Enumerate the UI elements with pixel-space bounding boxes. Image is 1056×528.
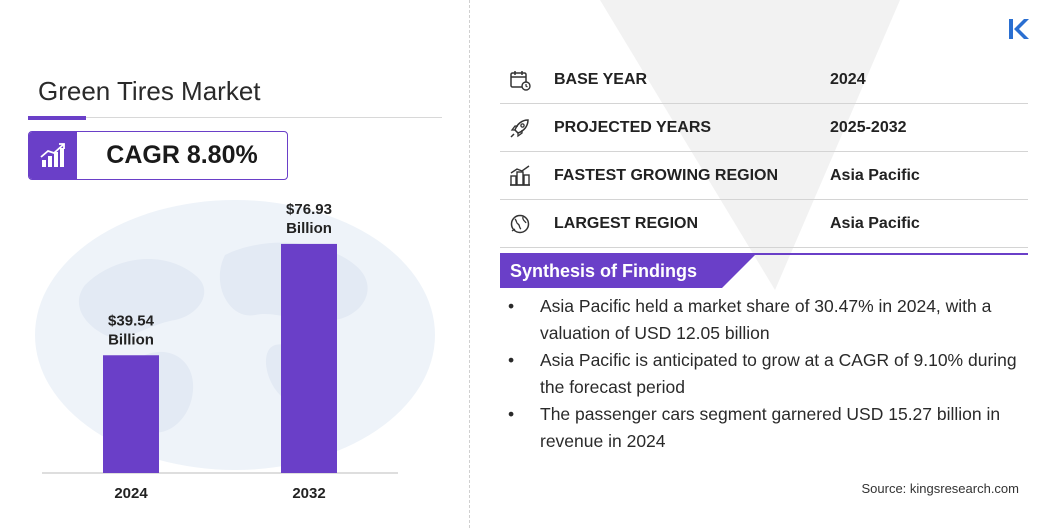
left-panel: Green Tires Market CAGR 8.80% $39.54 Bill… — [0, 0, 470, 528]
bullet-icon: • — [508, 350, 515, 370]
info-label: BASE YEAR — [554, 71, 648, 88]
data-label: $39.54 — [108, 312, 155, 329]
cagr-value: CAGR 8.80% — [106, 141, 258, 169]
bullet-icon: • — [508, 404, 515, 424]
data-label: $76.93 — [286, 201, 332, 218]
panel-divider — [469, 0, 470, 528]
growth-chart-icon — [29, 132, 77, 179]
info-label: PROJECTED YEARS — [554, 119, 712, 136]
info-value: 2024 — [830, 71, 866, 88]
findings-list: • Asia Pacific held a market share of 30.… — [508, 293, 1028, 455]
x-tick-label: 2032 — [292, 485, 325, 502]
info-value: Asia Pacific — [830, 167, 920, 184]
finding-text: Asia Pacific held a market share of 30.4… — [540, 296, 992, 343]
bullet-icon: • — [508, 296, 515, 316]
data-label: Billion — [108, 331, 154, 348]
info-value: 2025-2032 — [830, 119, 907, 136]
list-item: • Asia Pacific is anticipated to grow at … — [508, 347, 1028, 401]
info-label: LARGEST REGION — [554, 215, 699, 232]
source-note: Source: kingsresearch.com — [861, 481, 1019, 496]
info-value: Asia Pacific — [830, 215, 920, 232]
background-triangle-decoration — [600, 0, 900, 290]
globe-icon — [510, 214, 530, 234]
market-bar-chart: $39.54 Billion 2024 $76.93 Billion 2032 — [42, 201, 398, 502]
data-label: Billion — [286, 220, 332, 237]
info-row-fastest-growing-region: FASTEST GROWING REGION Asia Pacific — [500, 152, 1028, 200]
kings-research-logo — [1009, 19, 1029, 39]
x-tick-label: 2024 — [114, 485, 148, 502]
list-item: • Asia Pacific held a market share of 30.… — [508, 293, 1028, 347]
info-row-projected-years: PROJECTED YEARS 2025-2032 — [500, 104, 1028, 152]
title-accent-bar — [28, 116, 86, 120]
finding-text: The passenger cars segment garnered USD … — [540, 404, 1001, 451]
bar-2024 — [103, 355, 159, 473]
info-label: FASTEST GROWING REGION — [554, 167, 779, 184]
title-underline — [28, 117, 442, 118]
calendar-icon — [510, 71, 531, 91]
list-item: • The passenger cars segment garnered USD… — [508, 401, 1028, 455]
cagr-box: CAGR 8.80% — [28, 131, 288, 180]
synthesis-rule — [500, 253, 1028, 255]
synthesis-banner — [500, 254, 756, 288]
right-panel — [470, 0, 1056, 528]
finding-text: Asia Pacific is anticipated to grow at a… — [540, 350, 1017, 397]
bar-2032 — [281, 243, 337, 473]
synthesis-title: Synthesis of Findings — [510, 261, 698, 281]
rocket-icon — [510, 119, 529, 138]
info-row-base-year: BASE YEAR 2024 — [500, 56, 1028, 104]
city-growth-icon — [510, 165, 530, 186]
page-title: Green Tires Market — [38, 76, 261, 106]
info-row-largest-region: LARGEST REGION Asia Pacific — [500, 200, 1028, 248]
